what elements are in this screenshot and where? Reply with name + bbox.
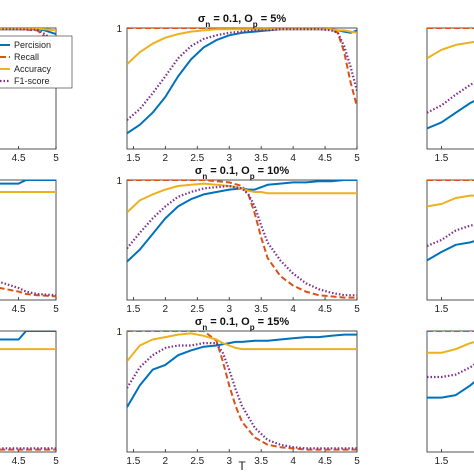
panel-right-mid: 1.52 (426, 179, 474, 315)
panel-right-bot: 1.52 (426, 330, 474, 467)
series-line-accuracy (427, 194, 474, 208)
y-tick-label: 1 (116, 24, 122, 35)
axes-box (0, 330, 57, 453)
x-tick-label: 4.5 (318, 304, 332, 315)
x-tick-label: 5 (354, 456, 360, 467)
legend-label: F1-score (14, 76, 50, 86)
series-group (127, 180, 357, 299)
x-tick-label: 4.5 (12, 153, 26, 164)
panel-center-bot: 1.5 2 2.5 3 3.5 4 4.5 5 1 σn = 0.1, Op = 15% (116, 316, 360, 467)
axes-box (126, 179, 358, 301)
series-line-f1-score (127, 342, 357, 450)
x-tick-label: 2.5 (190, 456, 204, 467)
series-line-percision (427, 240, 474, 262)
series-line-accuracy (427, 40, 474, 60)
axes-box (126, 330, 358, 453)
y-tick-label: 1 (116, 327, 122, 338)
legend-label: Percision (14, 40, 51, 50)
legend-label: Recall (14, 52, 39, 62)
x-tick-label: 4 (290, 153, 296, 164)
x-tick-label: 2 (163, 456, 169, 467)
series-line-f1-score (127, 28, 357, 121)
series-line-f1-score (427, 363, 474, 379)
x-tick-label: 4 (290, 304, 296, 315)
axes-box (126, 27, 358, 150)
panel-title: σn = 0.1, Op = 15% (195, 316, 290, 332)
x-tick-label: 3.5 (254, 304, 268, 315)
x-tick-label: 4.5 (12, 304, 26, 315)
x-tick-label: 2.5 (190, 153, 204, 164)
x-tick-label: 2 (163, 304, 169, 315)
panel-title: σn = 0.1, Op = 10% (195, 165, 290, 181)
x-tick-label: 4.5 (318, 456, 332, 467)
series-line-percision (127, 28, 357, 135)
x-tick-label: 4.5 (12, 456, 26, 467)
y-tick-label: 1 (116, 176, 122, 187)
series-line-percision (127, 333, 357, 408)
panel-center-mid: 1.5 2 2.5 3 3.5 4 4.5 5 1 σn = 0.1, Op = 10% (116, 165, 360, 315)
x-tick-label: 5 (354, 153, 360, 164)
series-line-accuracy (127, 28, 357, 66)
series-group (127, 28, 357, 135)
x-tick-label: 5 (53, 153, 59, 164)
series-line-recall (127, 180, 357, 299)
x-tick-label: 1.5 (126, 153, 140, 164)
x-tick-label: 4.5 (318, 153, 332, 164)
panel-right-top: 1.52 (426, 27, 474, 164)
x-tick-label: 3.5 (254, 456, 268, 467)
x-tick-label: 3 (226, 153, 232, 164)
series-line-accuracy (427, 341, 474, 354)
series-group (127, 331, 357, 451)
x-tick-label: 3.5 (254, 153, 268, 164)
x-tick-label: 5 (53, 304, 59, 315)
x-tick-label: 1.5 (126, 456, 140, 467)
series-line-recall (0, 448, 56, 451)
x-tick-label: 4 (290, 456, 296, 467)
panel-left-mid: 4.5 5 (0, 179, 59, 315)
x-tick-label: 5 (354, 304, 360, 315)
axes-box (0, 179, 57, 301)
x-tick-label: 2.5 (190, 304, 204, 315)
series-line-percision (0, 180, 56, 185)
panel-left-bot: 4.5 5 (0, 330, 59, 467)
series-line-percision (427, 381, 474, 399)
legend: Percision Recall Accuracy F1-score (0, 35, 73, 89)
axes-box (426, 27, 474, 150)
series-line-percision (127, 180, 357, 263)
x-tick-label: 1.5 (434, 304, 448, 315)
x-tick-label: 3 (226, 304, 232, 315)
series-group (0, 331, 56, 451)
series-group (427, 28, 474, 130)
x-tick-label: 2 (163, 153, 169, 164)
series-line-recall (427, 331, 474, 332)
legend-label: Accuracy (14, 64, 52, 74)
panel-title: σn = 0.1, Op = 5% (198, 13, 286, 29)
series-line-f1-score (127, 184, 357, 297)
legend-box (0, 35, 73, 89)
x-axis-label: T (238, 459, 246, 473)
axes-box (426, 330, 474, 453)
x-tick-label: 1.5 (434, 153, 448, 164)
series-line-percision (427, 100, 474, 130)
series-line-accuracy (127, 182, 357, 214)
x-tick-label: 5 (53, 456, 59, 467)
axes-box (0, 27, 57, 150)
x-tick-label: 1.5 (434, 456, 448, 467)
panel-center-top: 1.5 2 2.5 3 3.5 4 4.5 5 1 σn = 0.1, Op = 5% (116, 13, 360, 164)
series-group (427, 331, 474, 399)
series-group (0, 180, 56, 298)
x-tick-label: 1.5 (126, 304, 140, 315)
axes-box (426, 179, 474, 301)
series-line-f1-score (0, 280, 56, 297)
series-line-f1-score (0, 447, 56, 450)
series-group (427, 180, 474, 262)
series-line-accuracy (127, 332, 357, 362)
series-line-percision (0, 331, 56, 341)
x-tick-label: 3 (226, 456, 232, 467)
series-line-f1-score (0, 28, 56, 44)
series-line-f1-score (427, 223, 474, 248)
